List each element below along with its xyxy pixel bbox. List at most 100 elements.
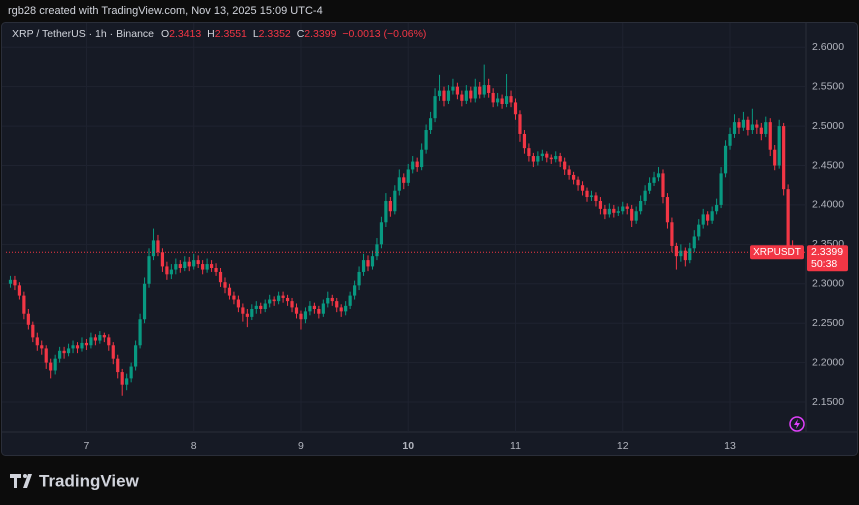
candle-body — [692, 236, 696, 249]
candle-body — [142, 283, 147, 320]
candle-body — [174, 264, 178, 270]
candle-body — [491, 92, 495, 103]
ohlc-label: L — [253, 28, 259, 40]
candle-body — [612, 208, 616, 213]
candle-body — [147, 256, 151, 284]
symbol-title: XRP / TetherUS · 1h · Binance — [12, 28, 154, 40]
candle-body — [317, 309, 321, 314]
candle-body — [580, 185, 585, 191]
candle-body — [415, 161, 419, 168]
brand-name: TradingView — [39, 471, 140, 490]
candle-body — [607, 208, 611, 215]
candle-body — [183, 261, 187, 268]
candle-body — [335, 301, 339, 308]
candle-body — [424, 130, 428, 150]
candle-body — [437, 90, 442, 97]
x-tick-label: 9 — [298, 440, 304, 452]
brand-logo — [10, 474, 32, 488]
candle-body — [782, 126, 786, 190]
candle-body — [746, 119, 750, 131]
candle-body — [764, 122, 768, 134]
candle-body — [768, 122, 772, 150]
candle-body — [294, 307, 299, 314]
ohlc-label: C — [297, 28, 305, 40]
icon-bolt — [794, 419, 800, 429]
candle-body — [361, 260, 366, 272]
candle-body — [558, 156, 562, 162]
candle-body — [285, 297, 290, 302]
y-tick-label: 2.2000 — [812, 356, 844, 368]
candle-body — [755, 124, 759, 128]
candle-body — [777, 126, 781, 166]
candle-body — [187, 261, 191, 267]
candle-body — [460, 94, 464, 101]
candle-body — [420, 149, 424, 168]
candle-body — [227, 287, 232, 296]
candle-body — [35, 337, 39, 346]
countdown: 50:38 — [811, 258, 837, 270]
x-tick-label: 12 — [617, 440, 629, 452]
candle-body — [715, 204, 719, 212]
candle-body — [80, 342, 84, 349]
candle-body — [411, 161, 415, 170]
candle-body — [71, 345, 75, 349]
candle-body — [531, 156, 535, 162]
symbol-tag — [750, 245, 804, 260]
candle-body — [433, 96, 437, 119]
candle-body — [522, 133, 527, 149]
candle-body — [245, 313, 249, 317]
candle-body — [169, 269, 173, 275]
candle-body — [621, 206, 625, 212]
candle-body — [741, 119, 746, 128]
candle-body — [160, 252, 165, 267]
candle-body — [366, 260, 370, 267]
candle-body — [719, 173, 723, 205]
candles — [6, 64, 806, 396]
candle-body — [214, 268, 218, 272]
candle-body — [701, 214, 705, 225]
candle-body — [446, 90, 451, 101]
candle-body — [504, 96, 509, 104]
candle-body — [442, 90, 446, 101]
candle-body — [151, 240, 156, 257]
candle-body — [218, 271, 223, 283]
candle-body — [272, 299, 276, 302]
candle-body — [308, 305, 312, 312]
candle-body — [482, 85, 486, 95]
ohlc-value: 2.3399 — [304, 28, 336, 40]
candle-body — [469, 90, 473, 99]
candle-body — [196, 260, 200, 265]
candle-body — [639, 200, 643, 212]
candle-body — [585, 190, 589, 198]
candle-body — [263, 303, 267, 309]
candle-body — [348, 295, 352, 306]
candle-body — [697, 224, 701, 237]
candle-body — [554, 156, 558, 160]
candle-body — [759, 127, 763, 134]
candle-body — [344, 305, 348, 312]
candle-body — [75, 345, 80, 349]
candle-body — [26, 313, 30, 325]
candle-body — [31, 324, 35, 338]
candle-body — [192, 260, 196, 267]
x-tick-label: 8 — [191, 440, 197, 452]
candle-body — [58, 350, 62, 359]
candle-body — [66, 348, 71, 354]
x-tick-label: 13 — [724, 440, 736, 452]
candle-body — [451, 86, 455, 91]
candle-body — [455, 86, 459, 95]
candle-body — [22, 295, 26, 314]
candle-body — [165, 266, 169, 275]
candle-body — [393, 190, 397, 212]
legend-line: XRP / TetherUS · 1h · Binance O2.3413 H2… — [12, 28, 426, 40]
candle-body — [375, 244, 379, 257]
y-tick-label: 2.1500 — [812, 396, 844, 408]
candle-body — [384, 200, 388, 223]
candle-body — [473, 86, 477, 99]
y-tick-label: 2.4500 — [812, 159, 844, 171]
candle-body — [379, 222, 384, 245]
ohlc-value: 2.3413 — [169, 28, 201, 40]
candle-body — [665, 197, 670, 223]
candle-body — [478, 86, 482, 95]
